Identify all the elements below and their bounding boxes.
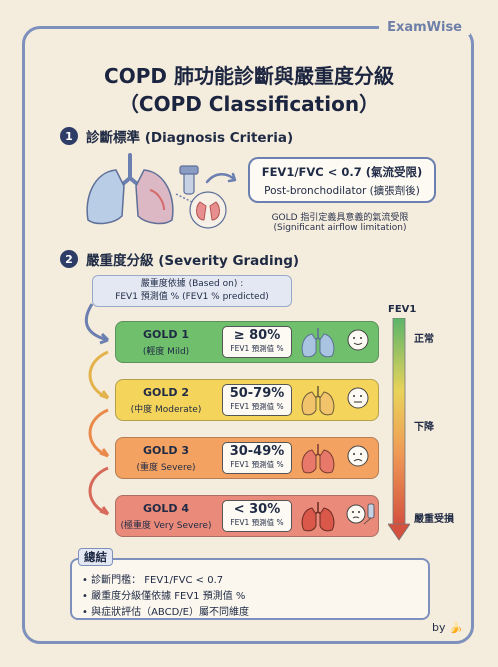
gold-4-value: < 30% — [233, 502, 281, 517]
severity-heading: 2 嚴重度分級 (Severity Grading) — [60, 249, 299, 269]
fev1-scale-arrow — [388, 318, 410, 541]
fev1-scale-label: FEV1 — [388, 304, 417, 315]
gold-2-row: GOLD 2 (中度 Moderate) 50-79% FEV1 預測值 % — [115, 379, 379, 421]
summary-title: 總結 — [78, 548, 113, 566]
gold-1-sub: (輕度 Mild) — [142, 347, 190, 357]
diagnosis-heading-text: 診斷標準 (Diagnosis Criteria) — [86, 130, 294, 146]
flow-arrows-icon — [84, 303, 110, 516]
arrow-right-icon — [205, 172, 237, 184]
diagnosis-heading: 1 診斷標準 (Diagnosis Criteria) — [60, 126, 293, 146]
brand-label: ExamWise — [379, 20, 470, 35]
gold-2-value: 50-79% — [229, 386, 285, 401]
healthy-lungs-icon — [301, 328, 369, 358]
gold-1-name: GOLD 1 — [142, 328, 189, 341]
lungs-inhaler-icon — [86, 153, 227, 229]
criterion-note-en: (Significant airflow limitation) — [273, 223, 407, 233]
criterion-box: FEV1/FVC < 0.7 (氣流受限) Post-bronchodilato… — [248, 157, 436, 203]
page-frame — [22, 26, 474, 644]
criterion-note-zh: GOLD 指引定義具意義的氣流受限 — [271, 213, 409, 223]
gold-3-name: GOLD 3 — [142, 444, 189, 457]
gold-3-value-box: 30-49% FEV1 預測值 % — [222, 442, 292, 474]
mild-lungs-icon — [301, 386, 369, 416]
summary-item: 嚴重度分級僅依據 FEV1 預測值 % — [82, 587, 245, 602]
severe-lungs-icon — [301, 444, 369, 474]
severity-heading-text: 嚴重度分級 (Severity Grading) — [86, 253, 300, 269]
gold-1-value-label: FEV1 預測值 % — [230, 344, 284, 353]
gold-2-value-box: 50-79% FEV1 預測值 % — [222, 384, 292, 416]
gold-4-row: GOLD 4 (極重度 Very Severe) < 30% FEV1 預測值 … — [115, 495, 379, 537]
basis-line2: FEV1 預測值 % (FEV1 % predicted) — [115, 292, 269, 302]
basis-box: 嚴重度依據 (Based on) : FEV1 預測值 % (FEV1 % pr… — [92, 275, 292, 307]
basis-line1: 嚴重度依據 (Based on) : — [140, 279, 244, 289]
gold-2-name: GOLD 2 — [142, 386, 189, 399]
credit-label: by 🍌 — [432, 621, 463, 634]
gold-4-sub: (極重度 Very Severe) — [120, 521, 212, 531]
gold-1-value-box: ≥ 80% FEV1 預測值 % — [222, 326, 292, 358]
criterion-subtext: Post-bronchodilator (擴張劑後) — [264, 185, 420, 197]
gold-4-name: GOLD 4 — [142, 502, 189, 515]
page-subtitle: （COPD Classification） — [118, 92, 380, 116]
gold-3-value-label: FEV1 預測值 % — [230, 460, 284, 469]
gold-2-sub: (中度 Moderate) — [130, 405, 202, 415]
summary-item: 與症狀評估（ABCD/E）屬不同維度 — [82, 603, 249, 618]
section-number: 1 — [60, 127, 78, 145]
gold-3-sub: (重度 Severe) — [136, 463, 196, 473]
gold-3-value: 30-49% — [229, 444, 285, 459]
gold-1-row: GOLD 1 (輕度 Mild) ≥ 80% FEV1 預測值 % — [115, 321, 379, 363]
gold-2-value-label: FEV1 預測值 % — [230, 402, 284, 411]
criterion-text: FEV1/FVC < 0.7 (氣流受限) — [261, 165, 423, 179]
summary-item: 診斷門檻： FEV1/FVC < 0.7 — [82, 571, 223, 586]
scale-level-normal: 正常 — [414, 334, 434, 345]
section-number: 2 — [60, 250, 78, 268]
gold-3-row: GOLD 3 (重度 Severe) 30-49% FEV1 預測值 % — [115, 437, 379, 479]
very-severe-lungs-icon — [301, 502, 375, 532]
gold-1-value: ≥ 80% — [233, 328, 281, 343]
scale-level-severe: 嚴重受損 — [414, 514, 454, 525]
gold-4-value-box: < 30% FEV1 預測值 % — [222, 500, 292, 532]
gold-4-value-label: FEV1 預測值 % — [230, 518, 284, 527]
page-title: COPD 肺功能診斷與嚴重度分級 — [104, 64, 394, 88]
scale-level-decreased: 下降 — [414, 422, 434, 433]
